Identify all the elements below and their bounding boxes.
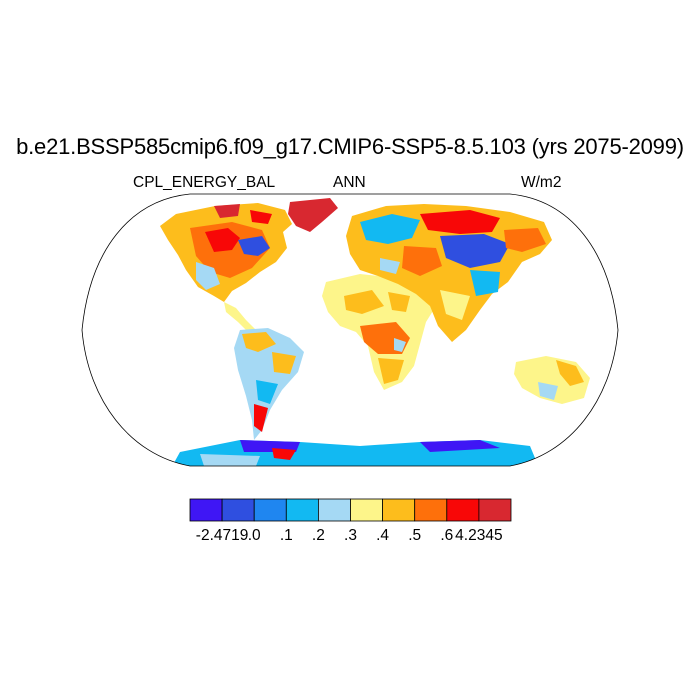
colorbar-label-7: .6 [440, 527, 454, 544]
plot-title: b.e21.BSSP585cmip6.f09_g17.CMIP6-SSP5-8.… [16, 134, 684, 159]
colorbar-label-4: .3 [344, 527, 357, 544]
central-america [224, 302, 256, 334]
center-subtitle: ANN [333, 174, 366, 191]
greenland [288, 198, 338, 232]
globe-outline [81, 193, 619, 467]
colorbar-label-2: .1 [279, 527, 293, 544]
units-label: W/m2 [521, 174, 562, 191]
colorbar-label-0: -2.4719 [195, 527, 249, 544]
map-fields [160, 198, 590, 466]
colorbar-label-8: 4.2345 [455, 527, 503, 544]
colorbar-label-3: .2 [311, 527, 325, 544]
colorbar-label-6: .5 [408, 527, 422, 544]
colorbar-label-5: .4 [376, 527, 390, 544]
left-subtitle: CPL_ENERGY_BAL [133, 174, 276, 191]
colorbar-label-1: .0 [247, 527, 261, 544]
